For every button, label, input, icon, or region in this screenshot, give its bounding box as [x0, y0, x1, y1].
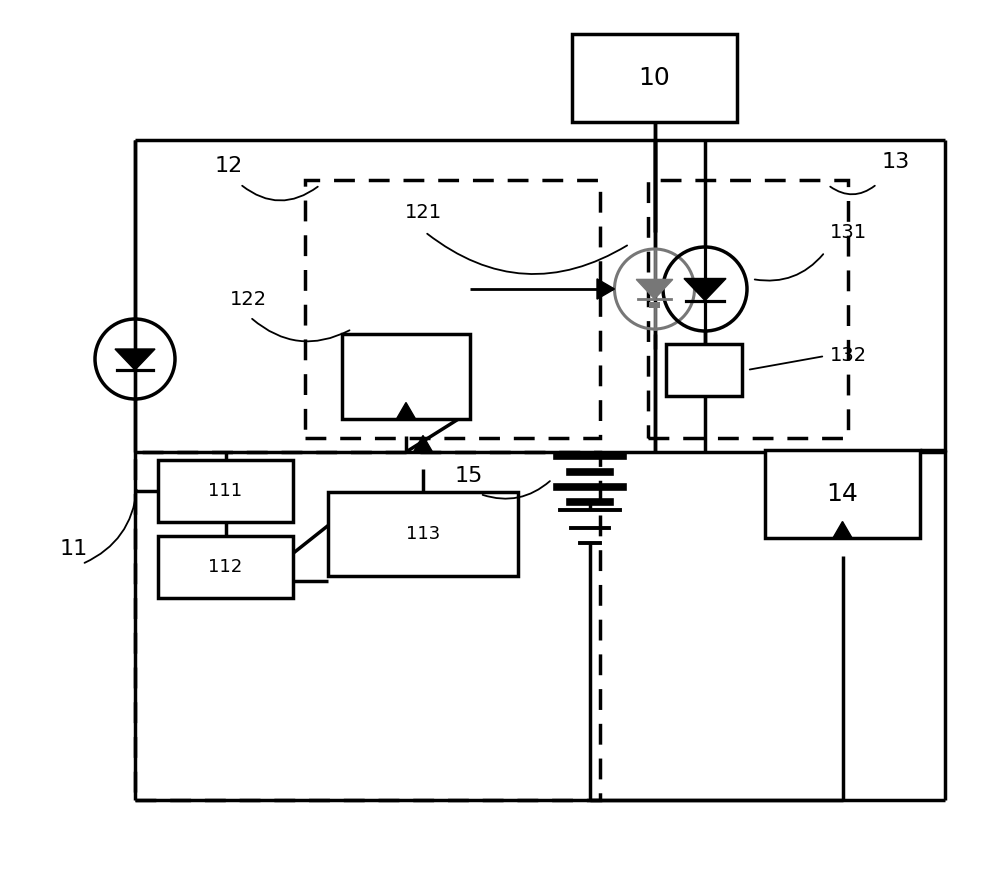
Text: 11: 11 [60, 539, 88, 559]
Polygon shape [832, 521, 853, 539]
Polygon shape [413, 435, 433, 453]
Text: 10: 10 [639, 66, 670, 90]
Polygon shape [396, 402, 416, 420]
Text: 15: 15 [455, 466, 483, 486]
Bar [765, 450, 920, 538]
Bar [666, 344, 742, 396]
Bar [648, 180, 848, 438]
Bar [158, 460, 293, 522]
Text: 12: 12 [215, 156, 243, 176]
Polygon shape [115, 349, 155, 370]
Bar [649, 302, 660, 308]
Bar [135, 452, 600, 800]
Text: 14: 14 [827, 482, 858, 506]
Text: 13: 13 [882, 152, 910, 172]
Text: 112: 112 [208, 558, 243, 576]
Polygon shape [684, 279, 726, 300]
Bar [342, 334, 470, 419]
Polygon shape [636, 280, 673, 299]
Text: 131: 131 [830, 223, 867, 242]
Polygon shape [597, 279, 614, 299]
Bar [158, 536, 293, 598]
Text: 132: 132 [830, 347, 867, 366]
Text: 111: 111 [208, 482, 243, 500]
Text: 121: 121 [405, 203, 442, 222]
Bar [328, 492, 518, 576]
Bar [305, 180, 600, 438]
Bar [572, 34, 737, 122]
Text: 122: 122 [230, 290, 267, 309]
Text: 113: 113 [406, 525, 440, 543]
